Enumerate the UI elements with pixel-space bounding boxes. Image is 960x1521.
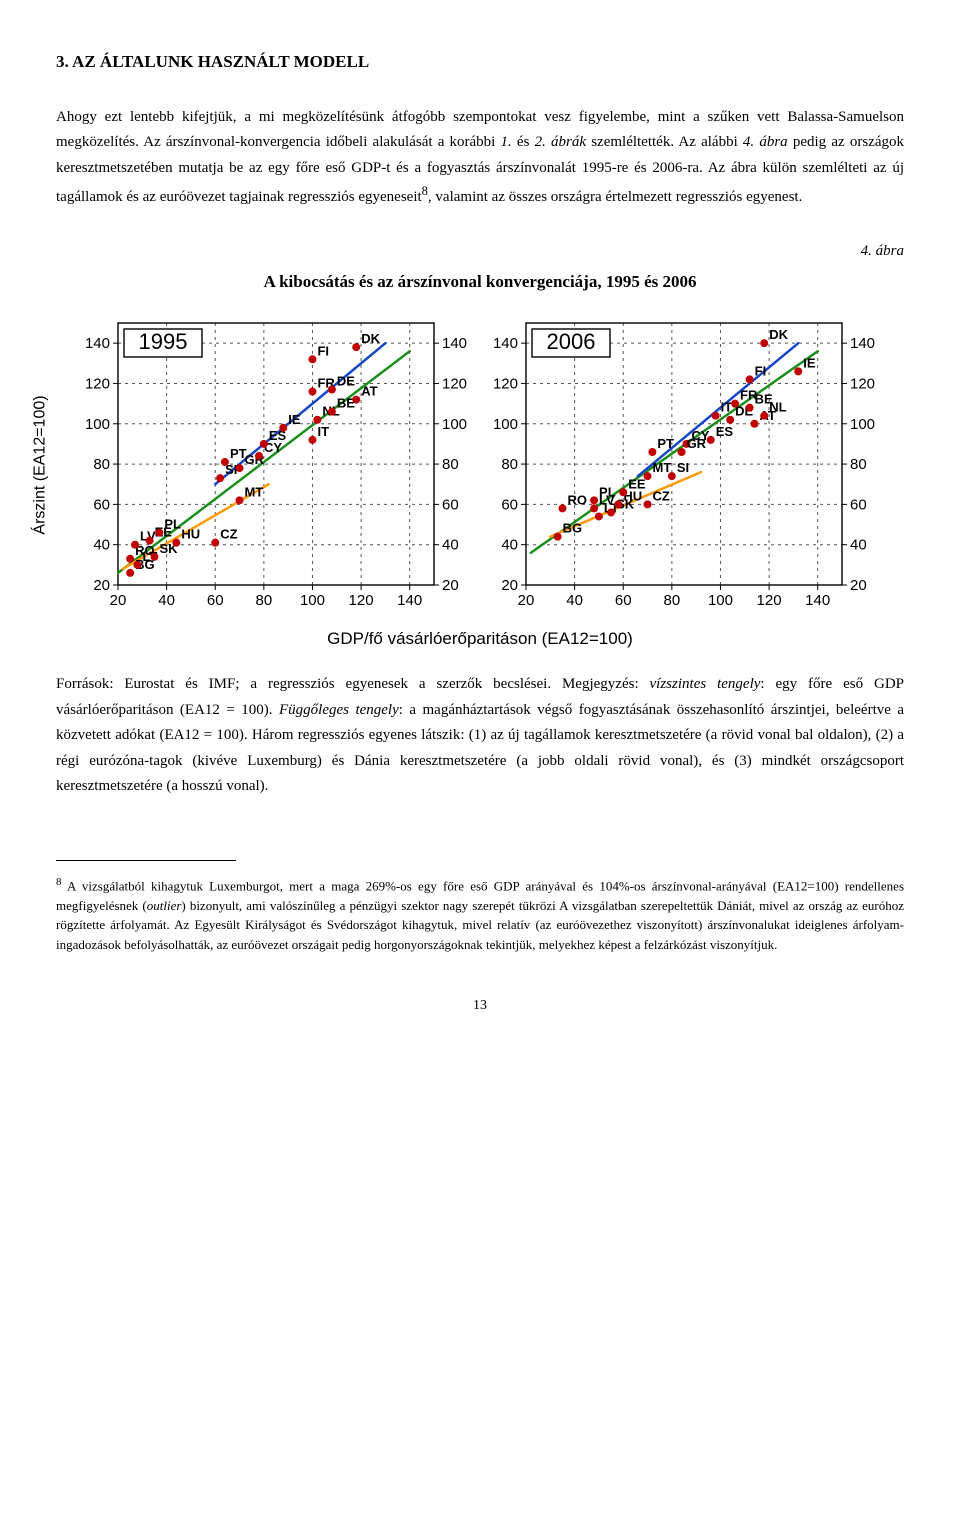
svg-text:DK: DK	[361, 331, 380, 346]
svg-text:HU: HU	[181, 527, 200, 542]
y-axis-label: Árszint (EA12=100)	[26, 396, 53, 535]
svg-text:140: 140	[850, 335, 875, 352]
svg-text:100: 100	[493, 416, 518, 433]
svg-text:CZ: CZ	[220, 527, 237, 542]
svg-text:40: 40	[442, 537, 459, 554]
svg-text:GR: GR	[687, 436, 707, 451]
svg-text:120: 120	[85, 376, 110, 393]
svg-text:FI: FI	[317, 344, 329, 359]
svg-text:100: 100	[442, 416, 467, 433]
svg-text:20: 20	[850, 577, 867, 594]
svg-text:80: 80	[442, 456, 459, 473]
svg-text:ES: ES	[716, 424, 734, 439]
cap-i1: vízszintes tengely	[650, 676, 761, 692]
svg-text:IT: IT	[317, 424, 329, 439]
svg-text:40: 40	[566, 592, 583, 609]
svg-text:2006: 2006	[547, 329, 596, 354]
svg-text:20: 20	[442, 577, 459, 594]
chart-svg-2006: 2020204040406060608080801001001001201201…	[484, 315, 884, 615]
footnote-8: 8 A vizsgálatból kihagytuk Luxemburgot, …	[56, 874, 904, 954]
svg-text:40: 40	[501, 537, 518, 554]
svg-text:MT: MT	[653, 460, 672, 475]
svg-text:60: 60	[850, 497, 867, 514]
svg-text:PT: PT	[657, 436, 674, 451]
x-axis-label: GDP/fő vásárlóerőparitáson (EA12=100)	[56, 625, 904, 654]
svg-text:20: 20	[501, 577, 518, 594]
svg-text:140: 140	[442, 335, 467, 352]
svg-text:100: 100	[708, 592, 733, 609]
svg-text:IE: IE	[803, 356, 816, 371]
svg-text:80: 80	[501, 456, 518, 473]
svg-text:PL: PL	[164, 517, 181, 532]
p1-b: és	[512, 134, 535, 150]
p1-i2: 2. ábrák	[535, 134, 586, 150]
svg-text:140: 140	[397, 592, 422, 609]
p1-i1: 1.	[501, 134, 512, 150]
svg-text:SI: SI	[677, 460, 689, 475]
svg-text:60: 60	[442, 497, 459, 514]
svg-text:80: 80	[93, 456, 110, 473]
p1-c: szemléltették. Az alábbi	[586, 134, 743, 150]
svg-text:120: 120	[493, 376, 518, 393]
charts-container: Árszint (EA12=100) 202020404040606060808…	[56, 315, 904, 615]
svg-text:80: 80	[850, 456, 867, 473]
svg-text:140: 140	[85, 335, 110, 352]
figure-number: 4. ábra	[56, 239, 904, 265]
svg-text:100: 100	[850, 416, 875, 433]
svg-text:100: 100	[300, 592, 325, 609]
svg-text:40: 40	[93, 537, 110, 554]
p1-e: , valamint az összes országra értelmezet…	[428, 189, 802, 205]
chart-1995: Árszint (EA12=100) 202020404040606060808…	[76, 315, 476, 615]
svg-text:60: 60	[615, 592, 632, 609]
svg-text:120: 120	[850, 376, 875, 393]
svg-text:20: 20	[110, 592, 127, 609]
svg-text:IE: IE	[288, 412, 301, 427]
svg-text:80: 80	[664, 592, 681, 609]
svg-text:AT: AT	[361, 384, 377, 399]
svg-text:1995: 1995	[139, 329, 188, 354]
svg-text:40: 40	[158, 592, 175, 609]
svg-text:MT: MT	[245, 485, 264, 500]
svg-text:20: 20	[518, 592, 535, 609]
chart-svg-1995: 2020204040406060608080801001001001201201…	[76, 315, 476, 615]
svg-text:40: 40	[850, 537, 867, 554]
svg-text:60: 60	[501, 497, 518, 514]
svg-text:120: 120	[442, 376, 467, 393]
svg-text:PL: PL	[599, 485, 616, 500]
svg-text:20: 20	[93, 577, 110, 594]
svg-text:60: 60	[93, 497, 110, 514]
svg-text:80: 80	[256, 592, 273, 609]
svg-text:RO: RO	[567, 493, 587, 508]
svg-text:BG: BG	[563, 521, 583, 536]
figure-title: A kibocsátás és az árszínvonal konvergen…	[56, 268, 904, 297]
cap-a: Források: Eurostat és IMF; a regressziós…	[56, 676, 650, 692]
cap-i2: Függőleges tengely	[279, 702, 399, 718]
svg-text:120: 120	[349, 592, 374, 609]
section-heading: 3. AZ ÁLTALUNK HASZNÁLT MODELL	[56, 48, 904, 77]
svg-text:120: 120	[757, 592, 782, 609]
chart-2006: 2020204040406060608080801001001001201201…	[484, 315, 884, 615]
svg-text:140: 140	[805, 592, 830, 609]
footnote-rule	[56, 860, 236, 861]
svg-text:BE: BE	[755, 392, 773, 407]
paragraph-1: Ahogy ezt lentebb kifejtjük, a mi megköz…	[56, 105, 904, 211]
fn-b: ) bizonyult, ami valószínűleg a pénzügyi…	[56, 898, 904, 952]
p1-i3: 4. ábra	[743, 134, 788, 150]
fn-i: outlier	[147, 898, 182, 913]
svg-text:100: 100	[85, 416, 110, 433]
svg-text:BE: BE	[337, 396, 355, 411]
figure-caption: Források: Eurostat és IMF; a regressziós…	[56, 672, 904, 800]
svg-text:DK: DK	[769, 327, 788, 342]
svg-text:DE: DE	[337, 374, 355, 389]
svg-text:CZ: CZ	[653, 489, 670, 504]
svg-text:60: 60	[207, 592, 224, 609]
svg-text:140: 140	[493, 335, 518, 352]
page-number: 13	[56, 994, 904, 1018]
svg-text:IT: IT	[721, 400, 733, 415]
svg-text:FI: FI	[755, 364, 767, 379]
svg-text:EE: EE	[628, 477, 646, 492]
